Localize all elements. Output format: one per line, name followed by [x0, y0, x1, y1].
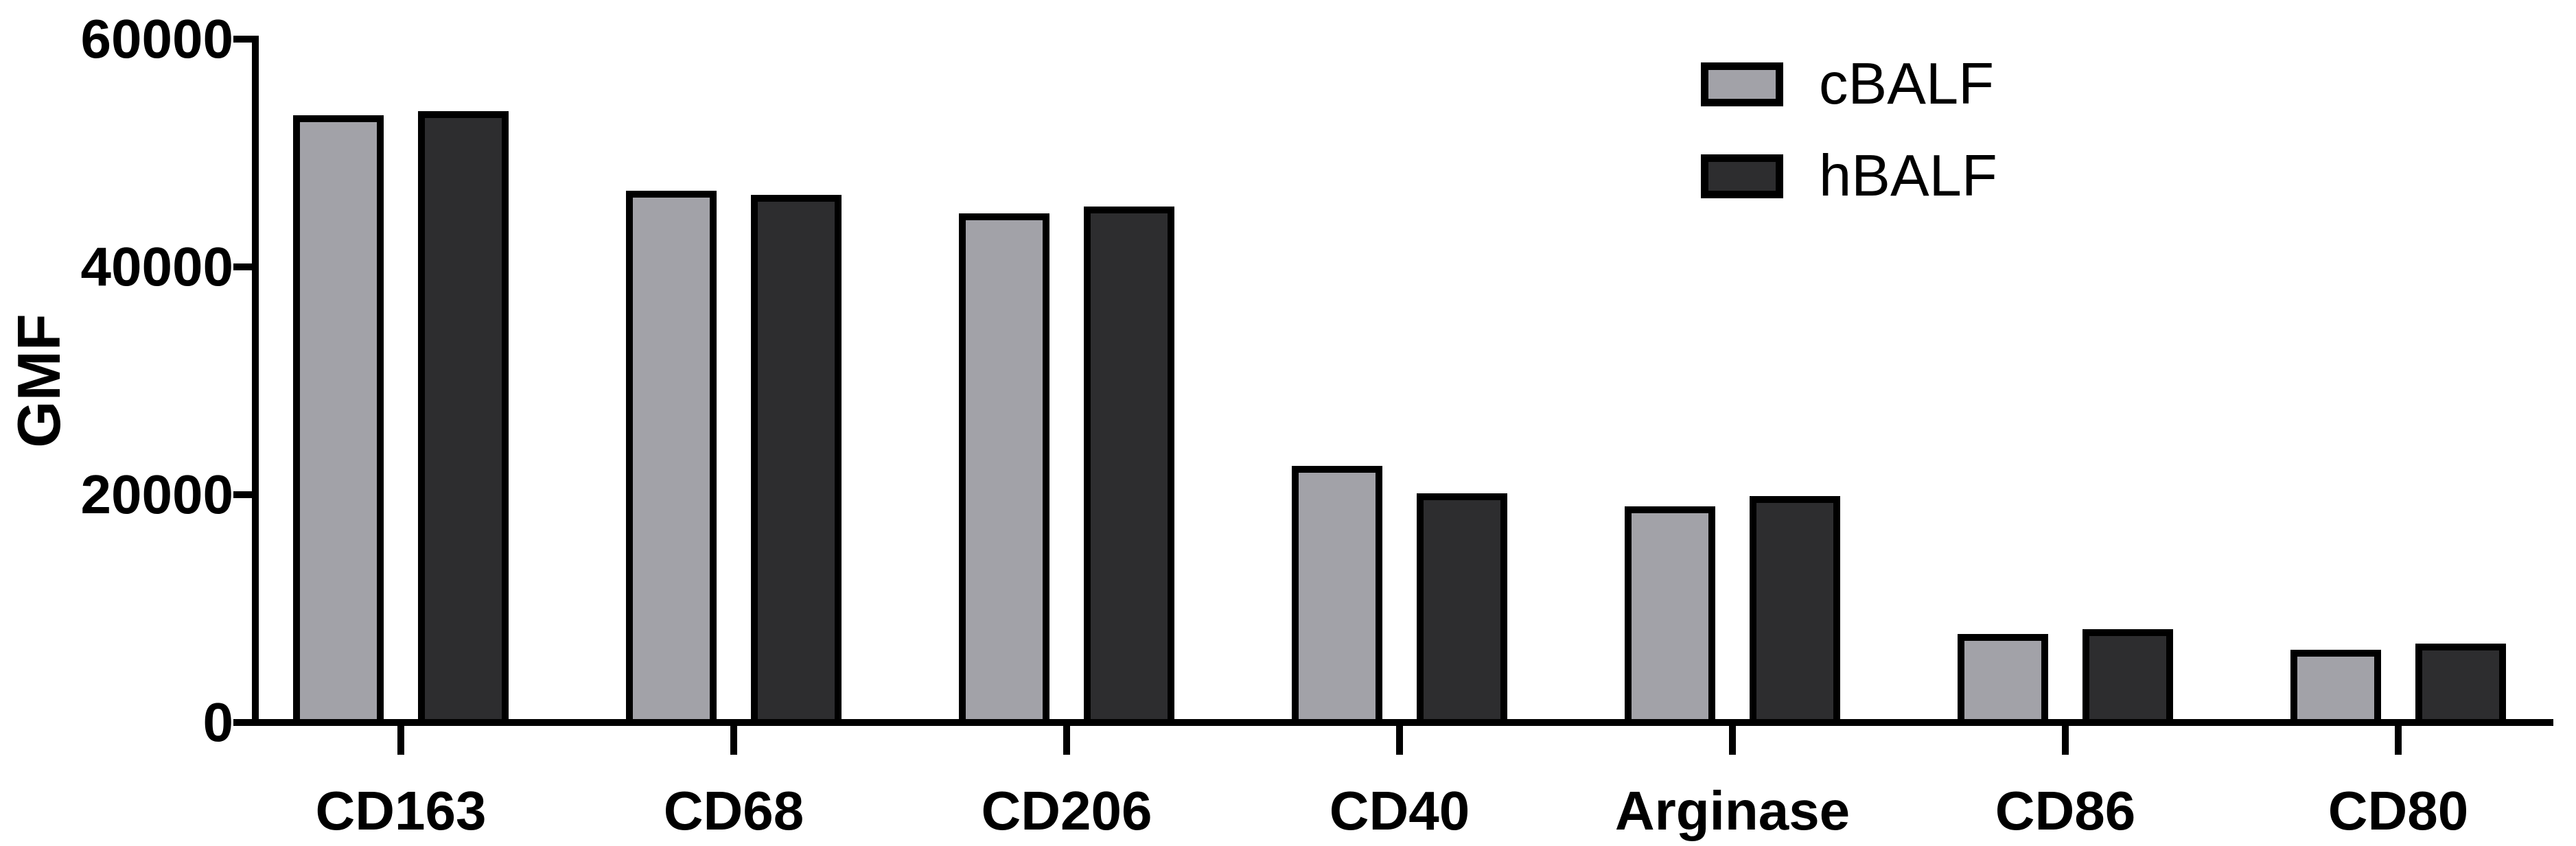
x-axis-category-label-cd40: CD40 — [1329, 780, 1470, 841]
x-tick-cd163 — [397, 726, 404, 755]
x-tick-cd68 — [730, 726, 737, 755]
bar-hbalf-cd40 — [1417, 493, 1507, 726]
x-axis-category-label-cd163: CD163 — [315, 780, 487, 841]
y-tick-label-40000: 40000 — [80, 236, 233, 297]
y-tick-0 — [233, 719, 252, 726]
bar-cbalf-arginase — [1625, 506, 1715, 726]
bar-hbalf-cd80 — [2415, 644, 2506, 726]
x-tick-cd80 — [2395, 726, 2402, 755]
x-axis-category-label-arginase: Arginase — [1614, 780, 1850, 841]
x-axis-line — [252, 719, 2553, 726]
x-tick-cd86 — [2062, 726, 2069, 755]
y-axis-line — [252, 36, 259, 726]
bar-cbalf-cd206 — [959, 213, 1049, 726]
y-tick-label-0: 0 — [202, 692, 234, 753]
bar-hbalf-cd68 — [751, 195, 842, 726]
x-axis-category-label-cd80: CD80 — [2328, 780, 2469, 841]
bar-hbalf-cd163 — [418, 110, 509, 726]
y-tick-40000 — [233, 263, 252, 270]
legend-label-hbalf: hBALF — [1819, 143, 1997, 209]
y-tick-label-60000: 60000 — [80, 8, 233, 69]
y-tick-20000 — [233, 491, 252, 498]
x-axis-category-label-cd68: CD68 — [663, 780, 804, 841]
bar-hbalf-cd86 — [2082, 628, 2173, 726]
y-tick-label-20000: 20000 — [80, 464, 233, 525]
legend-label-cbalf: cBALF — [1819, 51, 1995, 117]
bar-hbalf-arginase — [1750, 495, 1840, 726]
legend-swatch-cbalf — [1701, 62, 1783, 106]
bar-hbalf-cd206 — [1084, 207, 1174, 726]
x-axis-category-label-cd206: CD206 — [981, 780, 1152, 841]
bar-cbalf-cd163 — [293, 115, 384, 726]
x-tick-cd40 — [1396, 726, 1403, 755]
bar-cbalf-cd40 — [1292, 466, 1382, 726]
bar-cbalf-cd86 — [1958, 633, 2048, 726]
legend-swatch-hbalf — [1701, 154, 1783, 198]
bar-cbalf-cd68 — [626, 190, 717, 726]
x-tick-cd206 — [1063, 726, 1070, 755]
y-tick-60000 — [233, 36, 252, 43]
y-axis-title: GMF — [5, 314, 73, 448]
x-tick-arginase — [1729, 726, 1736, 755]
bar-cbalf-cd80 — [2290, 649, 2381, 726]
x-axis-category-label-cd86: CD86 — [1995, 780, 2136, 841]
